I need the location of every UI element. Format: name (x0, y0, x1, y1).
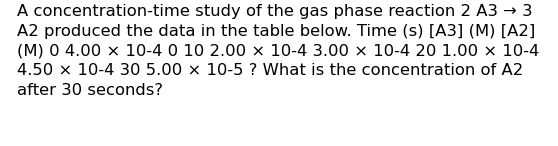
Text: A concentration-time study of the gas phase reaction 2 A3 → 3
A2 produced the da: A concentration-time study of the gas ph… (17, 4, 539, 98)
